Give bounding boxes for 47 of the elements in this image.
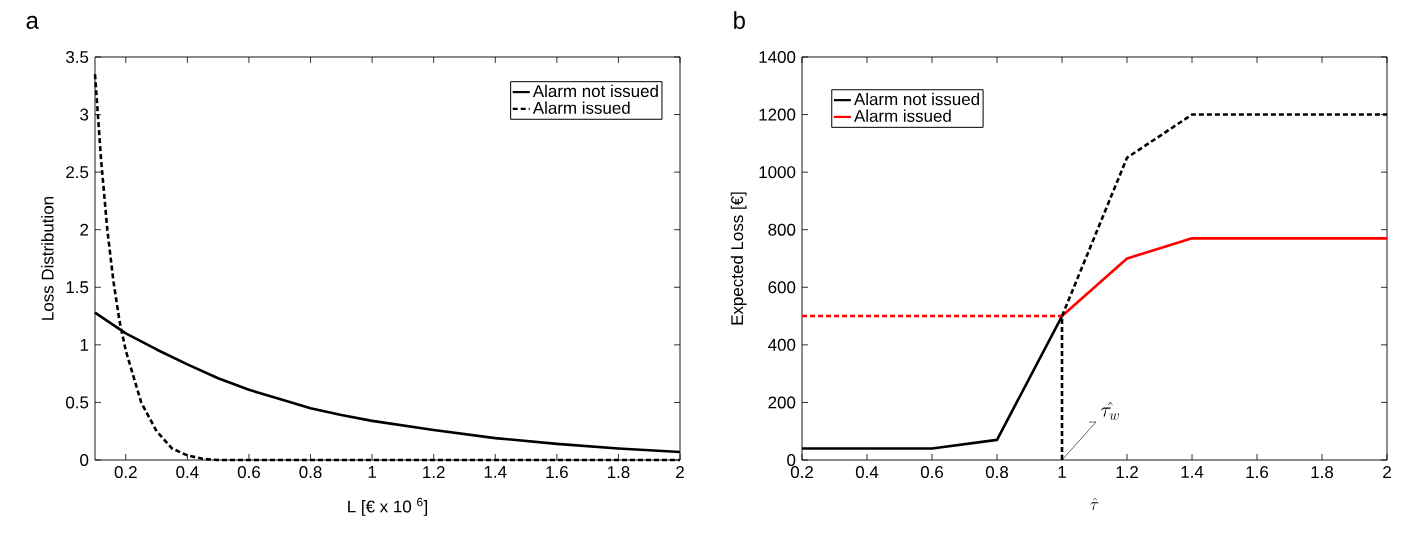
legend-label: Alarm issued	[853, 109, 951, 122]
x-axis-title: $\hat{\tau}$	[1090, 497, 1099, 510]
x-axis-title: L [€ x 10 $^{6}$]	[348, 497, 428, 516]
y-tick-label: 0	[787, 454, 796, 466]
y-axis-title: Expected Loss [€]	[730, 192, 747, 325]
y-tick-label: 1000	[759, 166, 796, 179]
x-tick-label: 1.6	[546, 466, 568, 479]
x-tick-label: 0.2	[790, 466, 813, 479]
y-tick-label: 0.5	[66, 396, 89, 409]
y-tick-label: 200	[768, 396, 796, 409]
legend-label: Alarm not issued	[853, 92, 979, 106]
x-tick-label: 0.4	[176, 466, 199, 479]
x-tick-label: 1.8	[607, 466, 630, 479]
y-tick-label: 2.5	[66, 166, 89, 179]
y-tick-label: 1	[80, 339, 89, 351]
y-tick-label: 2	[80, 223, 89, 236]
x-tick-label: 2	[1383, 466, 1391, 478]
y-tick-label: 1200	[759, 108, 796, 121]
x-tick-label: 0.6	[237, 466, 260, 479]
x-tick-label: 1	[1058, 466, 1066, 478]
y-tick-label: 0	[80, 454, 89, 466]
y-tick-label: 3.5	[66, 51, 89, 63]
chart-title: b	[734, 11, 745, 29]
x-tick-label: 2	[676, 466, 684, 478]
legend-label: Alarm not issued	[532, 84, 658, 98]
x-tick-label: 1.2	[423, 466, 445, 478]
y-tick-label: 3	[80, 108, 89, 121]
y-tick-label: 1400	[759, 51, 796, 63]
x-tick-label: 1.4	[484, 466, 507, 478]
x-tick-label: 0.2	[114, 466, 137, 479]
x-tick-label: 1.6	[1246, 466, 1269, 479]
y-tick-label: 600	[768, 281, 796, 294]
x-tick-label: 1.4	[1181, 466, 1204, 478]
legend-label: Alarm issued	[532, 101, 630, 114]
x-tick-label: 0.8	[985, 466, 1009, 479]
y-tick-label: 400	[768, 338, 796, 351]
y-tick-label: 800	[768, 223, 796, 236]
y-tick-label: 1.5	[66, 281, 89, 294]
x-tick-label: 1	[368, 466, 376, 478]
y-axis-title: Loss Distribution	[41, 197, 54, 320]
annotation: $\hat{\tau_w}$	[1100, 402, 1119, 420]
x-tick-label: 1.8	[1311, 466, 1334, 479]
x-tick-label: 0.6	[920, 466, 944, 479]
x-tick-label: 0.4	[855, 466, 879, 479]
x-tick-label: 0.8	[299, 466, 322, 479]
chart-title: a	[26, 15, 39, 29]
x-tick-label: 1.2	[1116, 466, 1138, 478]
